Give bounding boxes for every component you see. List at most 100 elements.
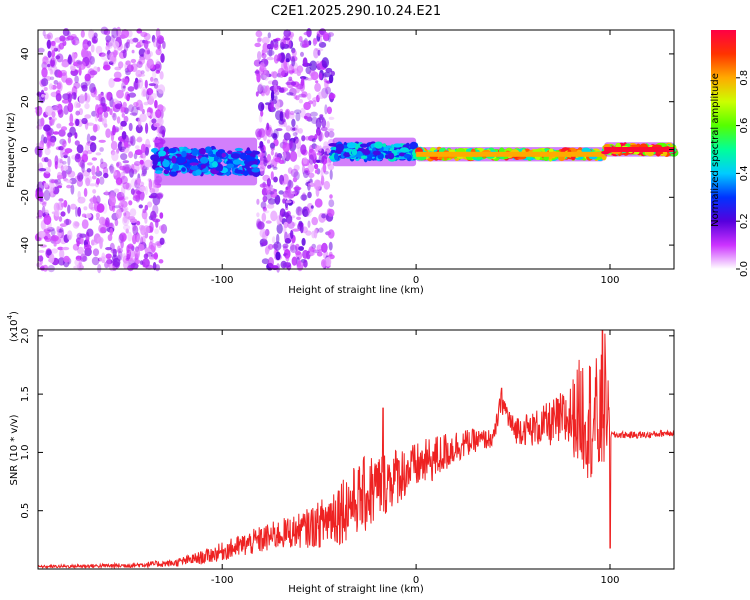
heatmap-cell xyxy=(44,225,52,230)
heatmap-cell xyxy=(305,230,312,236)
heatmap-cell xyxy=(313,228,318,239)
heatmap-cell xyxy=(101,116,107,126)
heatmap-region-5 xyxy=(601,142,679,157)
heatmap-cell xyxy=(142,89,146,97)
heatmap-cell xyxy=(285,200,292,204)
heatmap-cell xyxy=(121,28,130,39)
heatmap-cell xyxy=(270,190,278,198)
heatmap-cell xyxy=(309,182,313,186)
heatmap-cell xyxy=(200,156,209,164)
heatmap-cell xyxy=(321,57,329,69)
heatmap-cell xyxy=(259,183,268,188)
heatmap-cell xyxy=(37,47,45,53)
heatmap-cell xyxy=(158,259,164,264)
heatmap-cell xyxy=(59,248,65,260)
heatmap-cell xyxy=(363,149,371,156)
colorbar-tick-label: 0.6 xyxy=(739,118,750,134)
heatmap-cell xyxy=(322,163,327,173)
heatmap-cell xyxy=(264,246,270,255)
heatmap-cell xyxy=(70,184,75,195)
heatmap-cell xyxy=(70,65,76,72)
heatmap-cell xyxy=(143,225,150,235)
heatmap-cell xyxy=(312,99,317,107)
heatmap-cell xyxy=(215,166,222,171)
heatmap-cell xyxy=(75,118,80,127)
heatmap-cell xyxy=(293,164,300,171)
heatmap-cell xyxy=(111,27,119,39)
heatmap-cell xyxy=(91,256,100,266)
heatmap-cell xyxy=(46,39,52,49)
heatmap-cell xyxy=(83,206,88,211)
heatmap-cell xyxy=(303,170,309,179)
heatmap-cell xyxy=(78,93,86,105)
heatmap-cell xyxy=(268,47,273,57)
heatmap-cell xyxy=(113,71,122,79)
heatmap-cell xyxy=(272,79,279,88)
heatmap-cell xyxy=(44,147,51,156)
heatmap-cell xyxy=(272,243,279,249)
heatmap-cell xyxy=(208,156,215,162)
heatmap-cell xyxy=(313,38,318,45)
heatmap-cell xyxy=(67,170,76,178)
heatmap-cell xyxy=(128,151,134,159)
heatmap-cell xyxy=(113,50,118,58)
heatmap-cell xyxy=(227,150,233,155)
heatmap-cell xyxy=(295,82,301,94)
heatmap-cell xyxy=(91,157,98,161)
heatmap-cell xyxy=(409,141,418,150)
heatmap-cell xyxy=(42,264,49,272)
heatmap-cell xyxy=(230,153,241,159)
heatmap-cell xyxy=(316,251,323,257)
heatmap-cell xyxy=(38,168,47,172)
snr-x-label: Height of straight line (km) xyxy=(288,584,424,595)
heatmap-cell xyxy=(43,86,48,92)
heatmap-cell xyxy=(320,175,325,186)
heatmap-cell xyxy=(50,186,54,198)
heatmap-cell xyxy=(136,61,143,68)
heatmap-cell xyxy=(298,36,303,42)
heatmap-cell xyxy=(91,110,97,117)
snr-multiplier-close: ) xyxy=(9,311,20,315)
heatmap-cell xyxy=(315,60,321,67)
heatmap-region-1 xyxy=(253,28,336,273)
heatmap-cell xyxy=(316,152,322,156)
heatmap-cell xyxy=(168,171,178,175)
heatmap-cell xyxy=(61,61,69,68)
heatmap-cell xyxy=(78,61,86,70)
heatmap-cell xyxy=(258,65,267,76)
heatmap-cell xyxy=(49,68,53,75)
heatmap-cell xyxy=(157,84,166,94)
heatmap-cell xyxy=(122,85,126,89)
heatmap-cell xyxy=(81,117,88,125)
heatmap-cell xyxy=(92,189,97,194)
heatmap-cell xyxy=(36,181,45,192)
heatmap-cell xyxy=(162,159,170,168)
heatmap-cell xyxy=(154,264,160,272)
heatmap-cell xyxy=(142,258,150,268)
heatmap-cell xyxy=(132,225,139,236)
heatmap-cell xyxy=(283,221,289,229)
heatmap-cell xyxy=(266,178,271,187)
spectrogram-x-tick-label: 0 xyxy=(413,275,419,286)
heatmap-cell xyxy=(158,225,165,231)
heatmap-cell xyxy=(393,143,402,148)
heatmap-cell xyxy=(63,105,69,115)
heatmap-cell xyxy=(69,113,74,124)
heatmap-cell xyxy=(315,48,324,52)
heatmap-cell xyxy=(96,236,104,244)
heatmap-cell xyxy=(259,228,268,238)
heatmap-cell xyxy=(321,118,327,128)
heatmap-cell xyxy=(80,48,87,59)
heatmap-cell xyxy=(282,43,290,49)
heatmap-cell xyxy=(149,221,154,233)
heatmap-cell xyxy=(84,73,91,82)
heatmap-cell xyxy=(154,63,161,69)
heatmap-cell xyxy=(74,75,79,84)
heatmap-cell xyxy=(327,128,335,132)
snr-multiplier-exponent: 4 xyxy=(6,314,14,319)
heatmap-cell xyxy=(38,190,44,198)
heatmap-cell xyxy=(234,169,244,174)
heatmap-cell xyxy=(128,200,133,206)
heatmap-cell xyxy=(112,112,117,121)
heatmap-cell xyxy=(137,73,146,77)
